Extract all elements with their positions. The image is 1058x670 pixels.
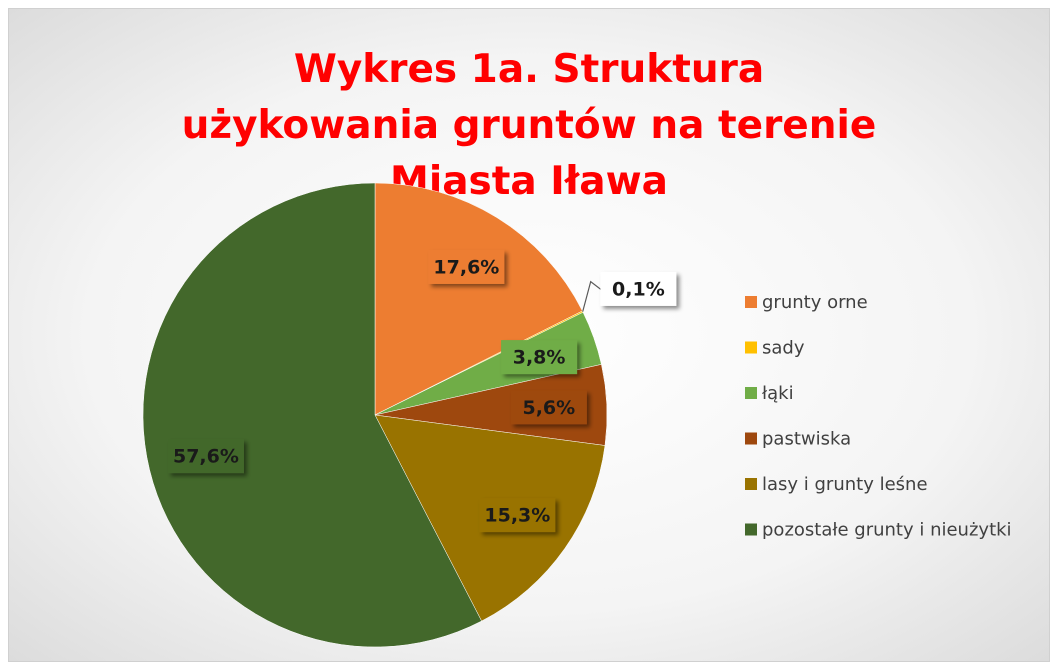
data-label: 57,6%: [173, 446, 239, 468]
legend-swatch: [745, 387, 757, 399]
pie-slice: [142, 182, 482, 648]
data-label: 17,6%: [433, 256, 499, 278]
legend-label: pastwiska: [762, 429, 851, 450]
data-label-box: [167, 439, 244, 474]
data-label: 15,3%: [484, 505, 550, 527]
legend-swatch: [745, 478, 757, 490]
legend-swatch: [745, 523, 757, 536]
pie-slice: [374, 182, 583, 416]
data-label: 3,8%: [513, 347, 566, 369]
legend-label: lasy i grunty leśne: [762, 474, 928, 495]
data-label: 5,6%: [522, 397, 575, 419]
legend-swatch: [745, 341, 757, 354]
legend-swatch: [745, 432, 757, 445]
data-label: 0,1%: [612, 278, 665, 300]
legend-label: pozostałe grunty i nieużytki: [762, 520, 1012, 541]
data-label-box: [510, 390, 587, 425]
data-label-box: [600, 271, 677, 306]
legend-label: łąki: [762, 383, 794, 404]
legend-label: grunty orne: [762, 292, 868, 313]
data-label-box: [479, 498, 556, 533]
data-label-box: [501, 340, 578, 375]
legend-label: sady: [762, 338, 805, 359]
legend-swatch: [745, 296, 757, 308]
data-label-box: [428, 249, 505, 284]
